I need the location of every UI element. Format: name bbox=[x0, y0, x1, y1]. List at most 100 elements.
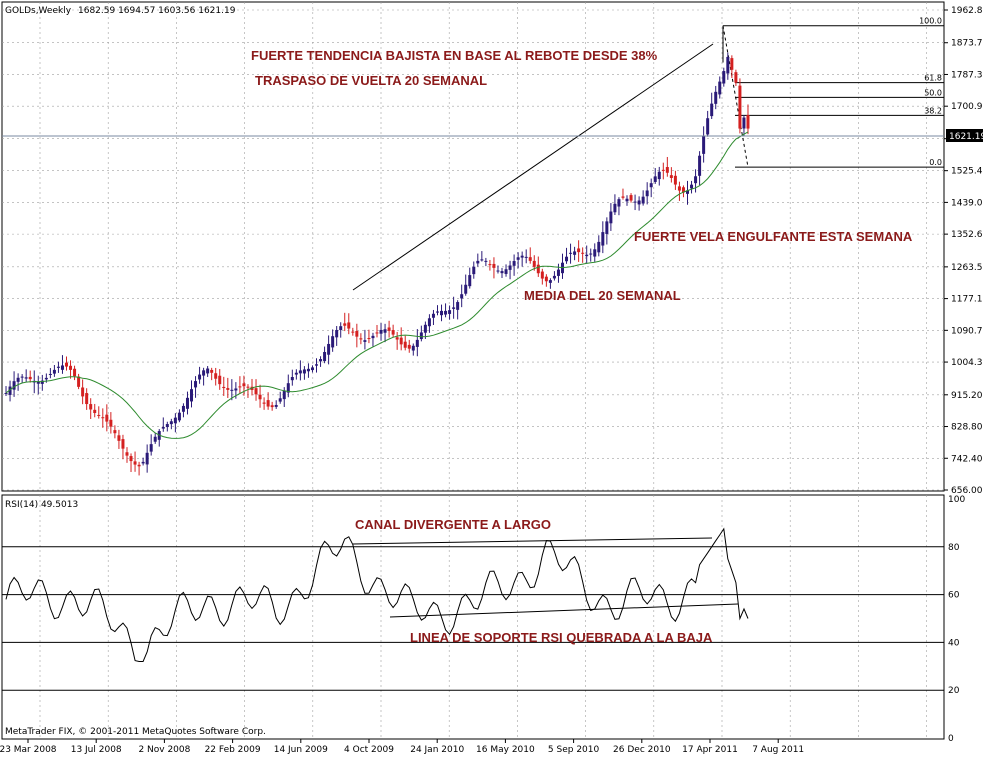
candle-body bbox=[690, 184, 694, 189]
candle-body bbox=[347, 322, 351, 329]
annotation-ma20: MEDIA DEL 20 SEMANAL bbox=[524, 288, 681, 303]
candle-body bbox=[81, 387, 85, 397]
candle-body bbox=[173, 417, 177, 424]
candle-body bbox=[387, 327, 391, 331]
candle-body bbox=[335, 329, 339, 338]
candle-body bbox=[403, 341, 407, 348]
candle-body bbox=[24, 377, 28, 379]
candle-body bbox=[125, 452, 129, 456]
candle-body bbox=[419, 332, 423, 340]
candle-body bbox=[476, 260, 480, 264]
current-price-box bbox=[946, 129, 983, 142]
candle-body bbox=[109, 419, 113, 427]
candle-body bbox=[383, 329, 387, 333]
candle-body bbox=[379, 329, 383, 334]
price-axis: 1962.801873.701787.301700.901612.451525.… bbox=[944, 6, 983, 496]
candle-body bbox=[210, 369, 214, 373]
candle-body bbox=[649, 183, 653, 188]
candle-body bbox=[137, 464, 141, 467]
candle-body bbox=[427, 318, 431, 327]
candle-body bbox=[540, 271, 544, 279]
annotation-ma-crossback: TRASPASO DE VUELTA 20 SEMANAL bbox=[255, 73, 487, 88]
candle-body bbox=[222, 386, 226, 389]
candle-body bbox=[40, 380, 44, 384]
candle-body bbox=[746, 115, 750, 129]
time-tick-label: 16 May 2010 bbox=[476, 745, 535, 755]
candle-body bbox=[508, 265, 512, 270]
candle-body bbox=[629, 195, 633, 201]
candle-body bbox=[282, 390, 286, 400]
candle-body bbox=[60, 365, 64, 370]
candle-body bbox=[657, 171, 661, 180]
candle-body bbox=[149, 444, 153, 452]
candle-body bbox=[452, 307, 456, 309]
candle-body bbox=[169, 421, 173, 425]
time-tick-label: 13 Jul 2008 bbox=[71, 745, 122, 755]
candle-body bbox=[601, 232, 605, 246]
time-tick-label: 17 Apr 2011 bbox=[682, 745, 738, 755]
candle-body bbox=[319, 359, 323, 362]
price-tick-label: 1090.70 bbox=[951, 326, 983, 336]
time-tick-label: 14 Jun 2009 bbox=[274, 745, 328, 755]
rsi-line bbox=[5, 527, 749, 662]
candle-body bbox=[294, 372, 298, 375]
candle-body bbox=[274, 404, 278, 407]
ohlc-values: 1682.59 1694.57 1603.56 1621.19 bbox=[78, 6, 236, 16]
rsi-tick-label: 0 bbox=[948, 734, 954, 744]
candle-body bbox=[661, 169, 665, 171]
candle-body bbox=[391, 330, 395, 335]
candle-body bbox=[581, 252, 585, 254]
candle-body bbox=[323, 351, 327, 362]
candle-body bbox=[218, 375, 222, 385]
candle-body bbox=[56, 366, 60, 368]
candle-body bbox=[593, 249, 597, 257]
candle-body bbox=[573, 251, 577, 255]
candle-body bbox=[710, 103, 714, 117]
candle-body bbox=[246, 386, 250, 388]
candle-body bbox=[407, 344, 411, 349]
candle-body bbox=[117, 435, 121, 441]
candle-body bbox=[411, 345, 415, 351]
candle-body bbox=[12, 381, 16, 390]
candle-body bbox=[36, 381, 40, 384]
candle-body bbox=[504, 269, 508, 274]
time-tick-label: 24 Jan 2010 bbox=[410, 745, 464, 755]
candle-body bbox=[129, 456, 133, 462]
candle-body bbox=[302, 369, 306, 374]
candle-body bbox=[234, 388, 238, 391]
candle-body bbox=[480, 259, 484, 261]
candle-body bbox=[359, 338, 363, 340]
candle-body bbox=[141, 461, 145, 464]
candle-body bbox=[101, 417, 105, 419]
candle-body bbox=[206, 368, 210, 374]
price-tick-label: 828.80 bbox=[951, 423, 983, 433]
candle-body bbox=[89, 404, 93, 410]
candle-body bbox=[343, 323, 347, 326]
candle-body bbox=[718, 81, 722, 95]
candle-body bbox=[363, 340, 367, 342]
candle-body bbox=[742, 117, 746, 129]
price-tick-label: 1177.10 bbox=[951, 295, 983, 305]
candle-body bbox=[633, 201, 637, 203]
rsi-tick-label: 100 bbox=[948, 495, 965, 505]
candle-body bbox=[734, 72, 738, 83]
candle-body bbox=[97, 414, 101, 416]
candle-body bbox=[492, 263, 496, 268]
candle-body bbox=[133, 461, 137, 465]
fibo-level-label: 0.0 bbox=[929, 158, 942, 167]
candle-body bbox=[536, 264, 540, 274]
candle-body bbox=[254, 388, 258, 395]
candle-body bbox=[617, 199, 621, 207]
candle-body bbox=[4, 393, 8, 395]
candle-body bbox=[677, 186, 681, 191]
candle-body bbox=[484, 260, 488, 262]
candle-body bbox=[153, 436, 157, 442]
candle-body bbox=[444, 310, 448, 315]
time-tick-label: 23 Mar 2008 bbox=[0, 745, 57, 755]
candle-body bbox=[532, 260, 536, 267]
candle-body bbox=[395, 337, 399, 340]
candle-body bbox=[65, 362, 69, 367]
candle-body bbox=[194, 381, 198, 388]
candle-body bbox=[726, 56, 730, 74]
candle-body bbox=[645, 190, 649, 197]
